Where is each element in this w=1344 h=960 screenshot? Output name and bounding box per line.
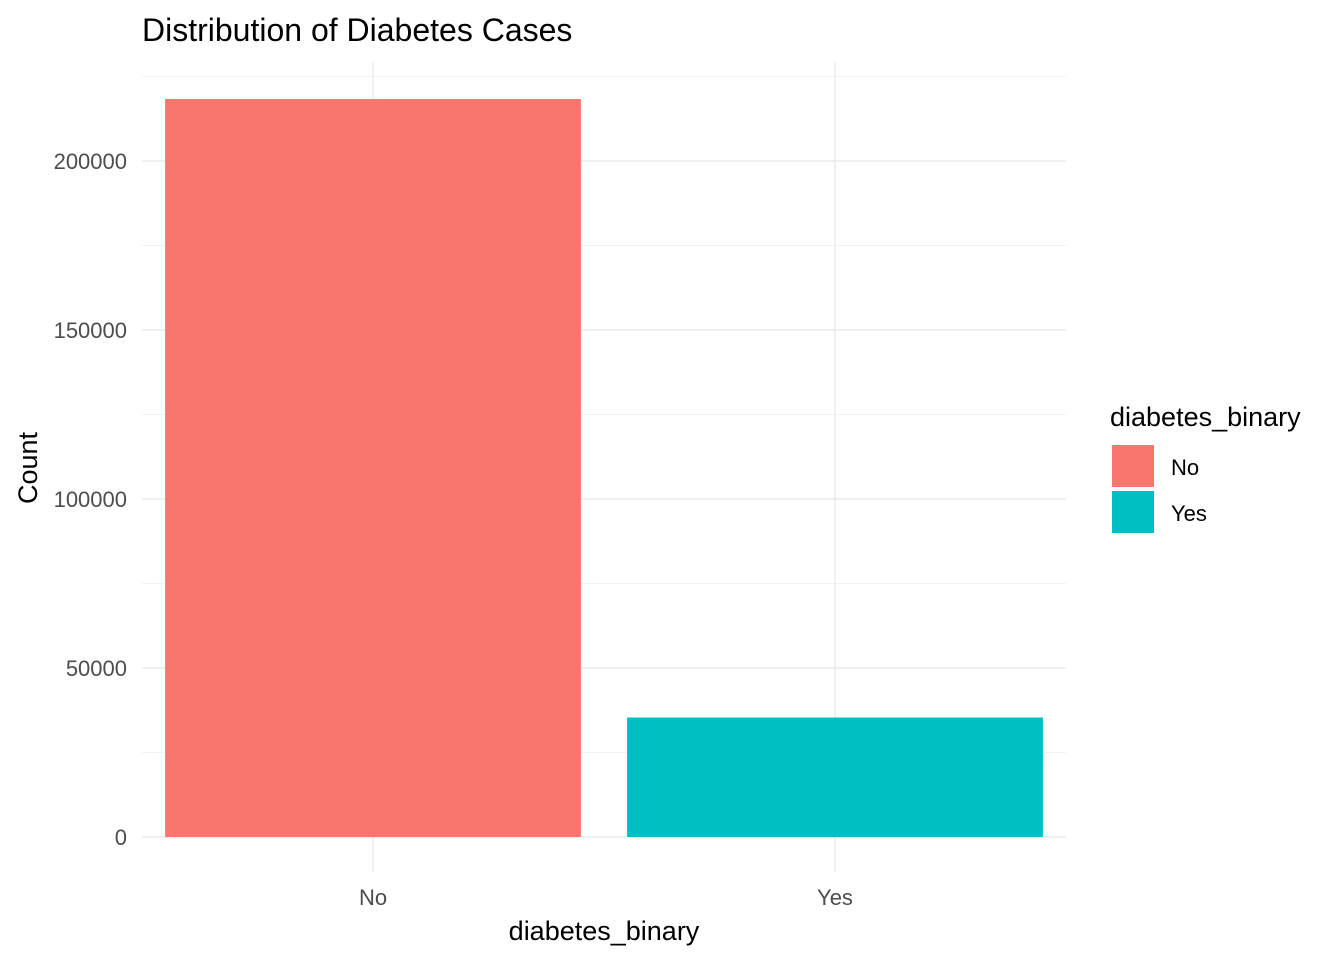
x-axis-ticks: No Yes — [359, 885, 853, 910]
legend-items: No Yes — [1112, 445, 1207, 533]
y-tick-label: 0 — [115, 825, 127, 850]
y-axis-title: Count — [13, 431, 43, 504]
legend-label: Yes — [1171, 501, 1207, 526]
y-tick-label: 100000 — [54, 487, 127, 512]
legend-label: No — [1171, 455, 1199, 480]
legend: diabetes_binary No Yes — [1110, 402, 1301, 533]
legend-key-no — [1112, 445, 1154, 487]
y-tick-label: 200000 — [54, 149, 127, 174]
y-axis-ticks: 0 50000 100000 150000 200000 — [54, 149, 127, 850]
x-tick-label: No — [359, 885, 387, 910]
bars — [165, 99, 1043, 838]
legend-title: diabetes_binary — [1110, 402, 1301, 432]
y-tick-label: 150000 — [54, 318, 127, 343]
y-tick-label: 50000 — [66, 656, 127, 681]
legend-key-yes — [1112, 491, 1154, 533]
x-tick-label: Yes — [817, 885, 853, 910]
x-axis-title: diabetes_binary — [509, 916, 700, 946]
bar-no — [165, 99, 581, 838]
bar-yes — [627, 717, 1043, 837]
chart-title: Distribution of Diabetes Cases — [142, 12, 572, 48]
